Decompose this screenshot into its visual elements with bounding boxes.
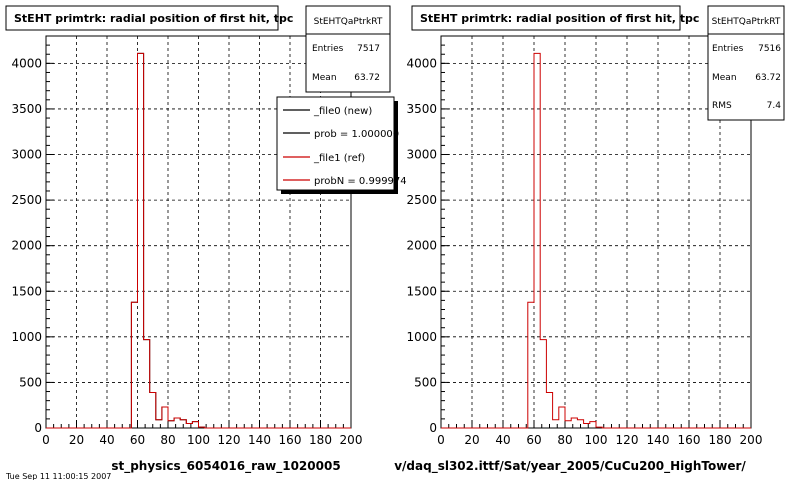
left-stats-mean-value: 63.72 (354, 73, 380, 83)
x-tick-label: 180 (309, 433, 332, 447)
left-title: StEHT primtrk: radial position of first … (14, 12, 293, 25)
right-panel: StEHT primtrk: radial position of first … (394, 5, 785, 474)
y-tick-label: 1500 (406, 284, 437, 298)
x-tick-label: 40 (99, 433, 114, 447)
y-tick-label: 3500 (406, 102, 437, 116)
y-tick-label: 3000 (406, 148, 437, 162)
right-stats-rms-value: 7.4 (767, 101, 782, 111)
y-tick-label: 4000 (11, 56, 42, 70)
x-tick-label: 200 (740, 433, 763, 447)
left-stats-box: StEHTQaPtrkRT Entries 7517 Mean 63.72 (305, 5, 391, 93)
x-tick-label: 120 (616, 433, 639, 447)
y-tick-label: 0 (429, 421, 437, 435)
x-tick-label: 80 (160, 433, 175, 447)
legend-item-ref: _file1 (ref) (313, 153, 365, 164)
left-stats-entries-label: Entries (312, 44, 344, 54)
y-tick-label: 1500 (11, 284, 42, 298)
right-x-axis-label: v/daq_sl302.ittf/Sat/year_2005/CuCu200_H… (394, 459, 746, 474)
right-stats-box: StEHTQaPtrkRT Entries 7516 Mean 63.72 RM… (707, 5, 785, 121)
left-title-box: StEHT primtrk: radial position of first … (5, 5, 293, 31)
y-tick-label: 500 (414, 375, 437, 389)
x-tick-label: 160 (279, 433, 302, 447)
y-tick-label: 3500 (11, 102, 42, 116)
y-tick-label: 2000 (406, 239, 437, 253)
right-stats-mean-label: Mean (712, 73, 737, 83)
y-tick-label: 2000 (11, 239, 42, 253)
right-stats-mean-value: 63.72 (755, 73, 781, 83)
x-tick-label: 100 (585, 433, 608, 447)
legend-item-prob: prob = 1.000000 (314, 129, 399, 140)
right-title: StEHT primtrk: radial position of first … (420, 12, 699, 25)
y-tick-label: 500 (19, 375, 42, 389)
plot-frame (45, 35, 352, 429)
legend-item-new: _file0 (new) (313, 106, 372, 117)
histogram-series-1 (46, 52, 351, 429)
histogram-series-0 (441, 52, 751, 429)
right-stats-entries-label: Entries (712, 44, 744, 54)
y-tick-label: 1000 (406, 330, 437, 344)
x-tick-label: 0 (437, 433, 445, 447)
left-legend: _file0 (new) prob = 1.000000 _file1 (ref… (276, 96, 407, 194)
x-tick-label: 180 (709, 433, 732, 447)
right-stats-name: StEHTQaPtrkRT (712, 17, 781, 27)
x-tick-label: 60 (526, 433, 541, 447)
x-tick-label: 60 (130, 433, 145, 447)
x-tick-label: 100 (187, 433, 210, 447)
plot-frame (440, 35, 752, 429)
x-tick-label: 20 (464, 433, 479, 447)
x-tick-label: 0 (42, 433, 50, 447)
x-tick-label: 120 (218, 433, 241, 447)
x-tick-label: 20 (69, 433, 84, 447)
legend-item-probn: probN = 0.999974 (314, 176, 407, 187)
right-plot-area: 0 20 40 60 80 100 120 140 160 180 2000500100015002… (406, 35, 763, 447)
x-tick-label: 140 (248, 433, 271, 447)
x-tick-label: 40 (495, 433, 510, 447)
y-tick-label: 3000 (11, 148, 42, 162)
left-panel: StEHT primtrk: radial position of first … (5, 5, 407, 474)
left-x-axis-label: st_physics_6054016_raw_1020005 (111, 459, 340, 474)
left-stats-mean-label: Mean (312, 73, 337, 83)
y-tick-label: 1000 (11, 330, 42, 344)
x-tick-label: 80 (557, 433, 572, 447)
footer-timestamp: Tue Sep 11 11:00:15 2007 (5, 472, 111, 480)
y-tick-label: 0 (34, 421, 42, 435)
x-tick-label: 140 (647, 433, 670, 447)
x-tick-label: 160 (678, 433, 701, 447)
y-tick-label: 4000 (406, 56, 437, 70)
right-title-box: StEHT primtrk: radial position of first … (411, 5, 699, 31)
y-tick-label: 2500 (11, 193, 42, 207)
right-stats-entries-value: 7516 (758, 44, 781, 54)
y-tick-label: 2500 (406, 193, 437, 207)
left-stats-entries-value: 7517 (357, 44, 380, 54)
x-tick-label: 200 (340, 433, 363, 447)
right-stats-rms-label: RMS (712, 101, 732, 111)
left-stats-name: StEHTQaPtrkRT (314, 17, 383, 27)
